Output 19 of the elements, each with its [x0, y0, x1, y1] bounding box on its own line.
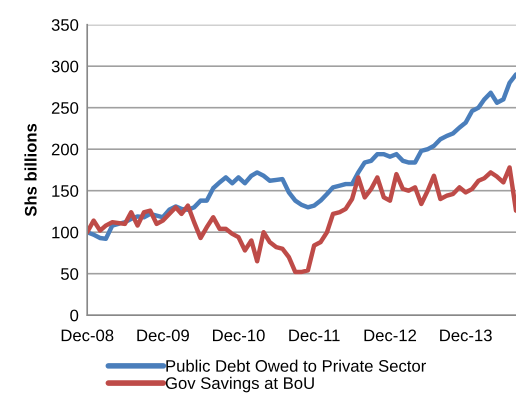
- y-tick-label: 200: [52, 144, 78, 156]
- y-tick-label: 350: [52, 19, 78, 31]
- legend-label: Public Debt Owed to Private Sector: [166, 360, 426, 372]
- y-tick-label: 50: [61, 268, 78, 280]
- line-series: [87, 72, 516, 242]
- x-tick-label: Dec-08: [62, 330, 114, 342]
- x-tick-label: Dec-11: [289, 330, 340, 342]
- x-tick-label: Dec-13: [440, 330, 492, 342]
- x-tick-label: Dec-12: [364, 330, 416, 342]
- x-tick-label: Dec-09: [137, 330, 189, 342]
- line-series: [87, 165, 516, 274]
- y-tick-label: 150: [52, 185, 78, 197]
- y-axis-title: Shs billions: [24, 124, 37, 216]
- x-tick-label: Dec-10: [213, 330, 265, 342]
- legend-label: Gov Savings at BoU: [166, 376, 314, 392]
- y-tick-label: 0: [70, 310, 78, 322]
- y-tick-label: 300: [52, 60, 78, 72]
- y-tick-label: 250: [52, 102, 78, 114]
- y-tick-label: 100: [52, 226, 78, 238]
